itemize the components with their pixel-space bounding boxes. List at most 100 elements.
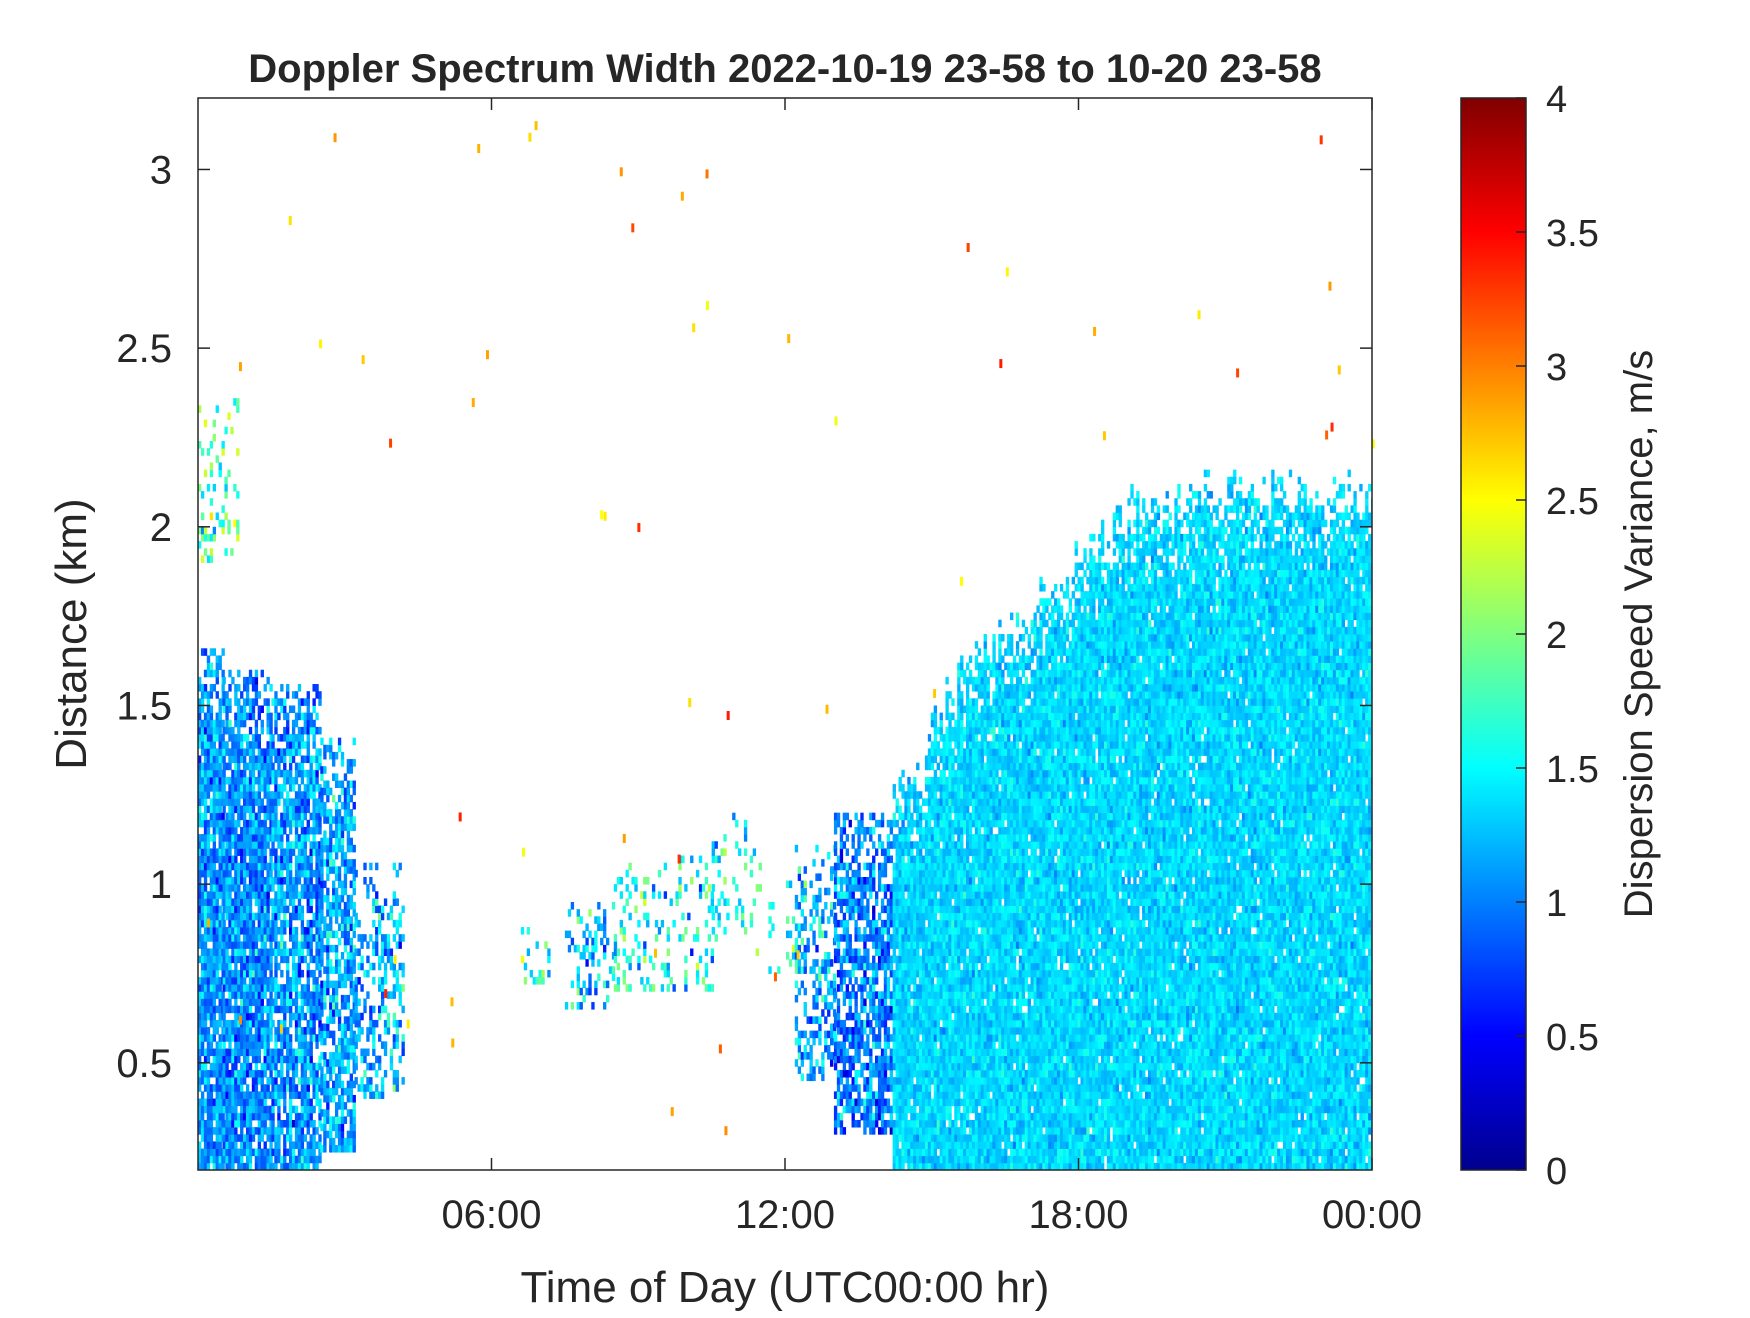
heatmap-cell [883, 998, 888, 1007]
heatmap-cell [233, 398, 237, 406]
heatmap-cell [300, 891, 305, 899]
heatmap-cell [877, 1034, 882, 1042]
heatmap-cell [836, 984, 841, 992]
heatmap-cell [266, 912, 270, 921]
heatmap-cell [334, 1059, 339, 1067]
heatmap-cell [363, 1005, 367, 1014]
heatmap-cell [234, 884, 238, 892]
heatmap-cell [919, 1112, 923, 1121]
heatmap-cell [372, 1019, 376, 1028]
heatmap-cell [215, 655, 219, 663]
heatmap-cell [222, 1055, 226, 1064]
heatmap-cell [318, 755, 322, 764]
heatmap-cell [809, 1052, 813, 1060]
heatmap-cell [271, 698, 275, 706]
heatmap-cell [260, 755, 264, 764]
heatmap-cell [203, 1084, 208, 1092]
heatmap-cell [203, 1162, 208, 1171]
heatmap-cell [306, 1084, 310, 1092]
heatmap-cell [854, 869, 858, 878]
heatmap-cell [851, 1084, 855, 1092]
heatmap-cell [898, 1091, 902, 1099]
heatmap-cell [231, 912, 235, 921]
heatmap-cell [221, 684, 225, 692]
heatmap-cell [872, 1127, 876, 1135]
heatmap-cell [288, 826, 293, 835]
heatmap-cell [243, 698, 247, 706]
heatmap-cell [257, 1127, 262, 1135]
heatmap-cell [380, 912, 385, 921]
heatmap-cell [392, 969, 397, 978]
heatmap-cell [564, 1002, 569, 1010]
heatmap-cell [257, 798, 262, 806]
heatmap-cell [839, 834, 844, 842]
heatmap-cell [646, 876, 650, 885]
heatmap-cell [209, 741, 214, 749]
heatmap-cell [280, 927, 284, 935]
heatmap-cell [845, 812, 849, 821]
heatmap-cell [372, 941, 376, 949]
heatmap-cell [243, 984, 247, 992]
heatmap-cell [827, 916, 831, 924]
heatmap-cell [228, 719, 232, 728]
heatmap-cell [228, 762, 232, 771]
heatmap-cell [910, 1105, 914, 1114]
heatmap-cell [898, 1105, 902, 1114]
heatmap-cell [910, 1141, 914, 1149]
heatmap-cell [240, 1112, 244, 1121]
heatmap-cell [280, 955, 284, 964]
heatmap-cell [329, 809, 333, 817]
heatmap-cell [200, 884, 205, 892]
heatmap-cell [215, 669, 219, 678]
heatmap-cell [386, 991, 391, 999]
heatmap-cell [366, 1027, 370, 1035]
heatmap-cell [283, 998, 287, 1007]
heatmap-cell [271, 1055, 275, 1064]
heatmap-cell [254, 991, 259, 999]
heatmap-cell [225, 1062, 229, 1071]
heatmap-cell [895, 955, 899, 964]
heatmap-cell [585, 944, 589, 953]
heatmap-cell [579, 916, 583, 924]
heatmap-cell [343, 1044, 348, 1053]
heatmap-cell [872, 984, 876, 992]
heatmap-cell [318, 1141, 322, 1149]
heatmap-cell [924, 862, 929, 871]
heatmap-cell [245, 1055, 250, 1064]
heatmap-cell [343, 809, 348, 817]
heatmap-cell [869, 826, 873, 835]
heatmap-cell [337, 937, 342, 946]
heatmap-cell [274, 691, 278, 699]
heatmap-cell [303, 841, 307, 849]
heatmap-cell [294, 805, 299, 814]
heatmap-cell [309, 1119, 313, 1128]
heatmap-cell [277, 905, 281, 914]
heatmap-cell [209, 891, 214, 899]
heatmap-cell [243, 898, 247, 906]
heatmap-cell [346, 1080, 351, 1089]
heatmap-cell [315, 826, 319, 835]
heatmap-cell [271, 812, 275, 821]
heatmap-cell [877, 991, 882, 999]
heatmap-cell [236, 491, 240, 499]
heatmap-cell [352, 966, 356, 974]
heatmap-cell [277, 698, 281, 706]
heatmap-cell [236, 519, 240, 528]
heatmap-cell [851, 1041, 855, 1049]
heatmap-cell [318, 1119, 322, 1128]
heatmap-cell [924, 1162, 929, 1171]
heatmap-cell [927, 977, 932, 985]
heatmap-cell [352, 930, 356, 939]
heatmap-cell [222, 819, 226, 828]
heatmap-cell [288, 812, 293, 821]
heatmap-cell [228, 1162, 232, 1171]
heatmap-cell [218, 1112, 222, 1121]
heatmap-cell [329, 1002, 333, 1010]
heatmap-cell [538, 969, 542, 978]
heatmap-cell [212, 1127, 217, 1135]
heatmap-cell [209, 498, 214, 506]
heatmap-cell [206, 869, 211, 878]
heatmap-cell [866, 862, 870, 871]
heatmap-cell [340, 980, 345, 989]
heatmap-cell [830, 902, 834, 910]
